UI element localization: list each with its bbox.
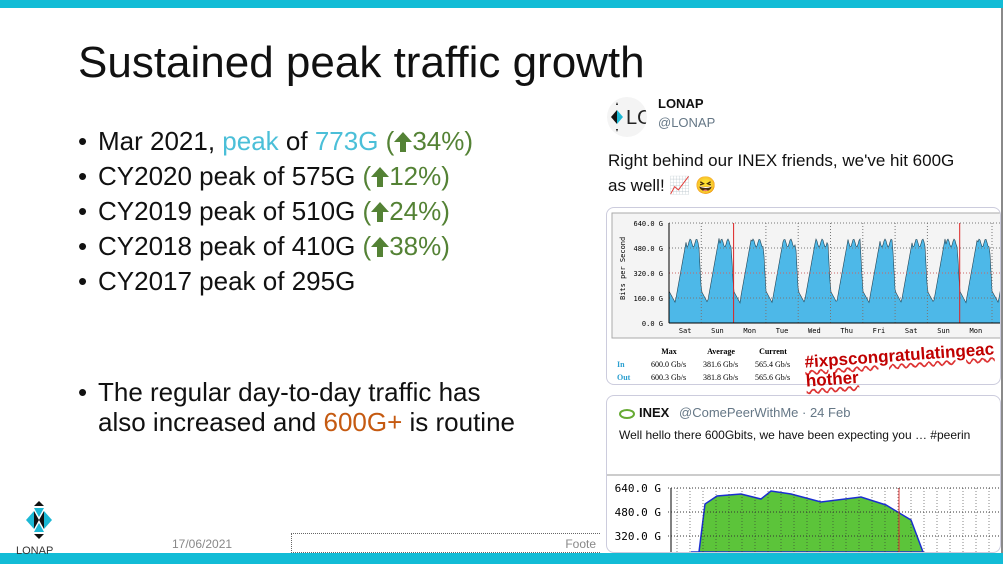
lonap-traffic-graph: 640.0 G 480.0 G 320.0 G 160.0 G 0.0 G Sat Sun M…	[606, 207, 1001, 385]
tweet-text: Right behind our INEX friends, we've hit…	[608, 151, 955, 170]
x-tick-label: Wed	[808, 327, 821, 335]
quoted-handle[interactable]: @ComePeerWithMe · 24 Feb	[679, 405, 851, 420]
stats-row-label: Out	[617, 373, 631, 382]
y-tick-label: 640.0 G	[615, 482, 661, 495]
slide-edge	[1001, 8, 1003, 553]
bullet-text: CY2020 peak of 575G	[98, 161, 363, 191]
growth-percent: 34%)	[412, 126, 474, 156]
quoted-tweet[interactable]: INEX @ComePeerWithMe · 24 Feb Well hello…	[606, 395, 1001, 553]
growth-paren: (	[362, 196, 372, 226]
x-tick-label: Sun	[937, 327, 950, 335]
stats-value: 600.3 Gb/s	[651, 373, 686, 382]
bullet-text: of	[278, 126, 315, 156]
bullet-dot: •	[78, 161, 88, 191]
x-tick-label: Sat	[679, 327, 692, 335]
up-arrow-icon	[394, 132, 413, 152]
bullet-text: CY2019 peak of 510G	[98, 196, 363, 226]
growth-percent: 24%)	[389, 196, 450, 226]
growth-paren: (	[362, 231, 372, 261]
bottom-accent-bar	[0, 553, 1003, 564]
stats-value: 565.6 Gb/s	[755, 373, 790, 382]
bullet-text: also increased and	[98, 407, 324, 437]
tweet-handle[interactable]: @LONAP	[658, 115, 716, 130]
y-tick-label: 0.0 G	[642, 320, 663, 328]
divider	[607, 474, 1000, 476]
tweet-screenshot: LO LONAP @LONAP Right behind our INEX fr…	[600, 90, 1001, 553]
bullet-dot: •	[78, 196, 88, 226]
highlight-600g: 600G+	[323, 407, 403, 437]
bullet-item: • CY2018 peak of 410G (38%)	[78, 231, 450, 261]
slide-title: Sustained peak traffic growth	[78, 38, 645, 87]
traffic-graph-svg: 640.0 G 480.0 G 320.0 G 160.0 G 0.0 G Sat Sun M…	[611, 212, 1000, 382]
traffic-area	[668, 238, 1000, 324]
stats-value: 381.6 Gb/s	[703, 360, 738, 369]
y-tick-label: 480.0 G	[633, 245, 663, 253]
lonap-logo-icon: LO	[611, 102, 647, 132]
quoted-text: Well hello there 600Gbits, we have been …	[619, 428, 971, 442]
tweet-author-name[interactable]: LONAP	[658, 96, 704, 111]
lonap-logo-icon	[26, 501, 52, 539]
up-arrow-icon	[371, 202, 390, 222]
up-arrow-icon	[371, 237, 390, 257]
x-tick-label: Sun	[711, 327, 724, 335]
bullet-text: CY2018 peak of 410G	[98, 231, 363, 261]
up-arrow-icon	[371, 167, 390, 187]
bullet-item: • Mar 2021, peak of 773G (34%)	[78, 126, 473, 156]
x-tick-label: Sat	[905, 327, 918, 335]
y-tick-label: 480.0 G	[615, 506, 661, 519]
highlight-peak: peak	[222, 126, 279, 156]
y-tick-label: 160.0 G	[633, 295, 663, 303]
growth-paren: (	[378, 126, 395, 156]
stats-value: 565.4 Gb/s	[755, 360, 790, 369]
bullet-routine: • The regular day-to-day traffic has also…	[78, 377, 515, 437]
growth-percent: 12%)	[389, 161, 450, 191]
lonap-logo: LONAP	[14, 500, 64, 557]
stats-header: Current	[759, 347, 787, 356]
stats-value: 381.8 Gb/s	[703, 373, 738, 382]
top-accent-bar	[0, 0, 1003, 8]
quoted-author-name[interactable]: INEX	[639, 405, 670, 420]
footer-text: Foote	[565, 537, 596, 551]
bullet-dot: •	[78, 231, 88, 261]
bullet-item: • CY2019 peak of 510G (24%)	[78, 196, 450, 226]
bullet-text: CY2017 peak of 295G	[98, 266, 356, 296]
inex-logo-icon	[619, 409, 635, 419]
x-tick-label: Mon	[743, 327, 756, 335]
x-tick-label: Thu	[840, 327, 853, 335]
bullet-text: Mar 2021,	[98, 126, 223, 156]
slide-date: 17/06/2021	[172, 537, 233, 551]
bullet-text: The regular day-to-day traffic has	[98, 377, 481, 407]
bullet-dot: •	[78, 377, 88, 407]
highlight-value: 773G	[314, 126, 379, 156]
bullet-item: • CY2017 peak of 295G	[78, 266, 355, 296]
y-tick-label: 320.0 G	[615, 530, 661, 543]
bullet-dot: •	[78, 266, 88, 296]
footer-placeholder[interactable]: Foote	[291, 533, 600, 553]
avatar: LO	[607, 97, 647, 137]
growth-percent: 38%)	[389, 231, 450, 261]
bullet-text: is routine	[402, 407, 516, 437]
stats-value: 600.0 Gb/s	[651, 360, 686, 369]
avatar-text: LO	[626, 107, 647, 129]
bullet-dot: •	[78, 126, 88, 156]
x-tick-label: Fri	[873, 327, 886, 335]
stats-header: Max	[661, 347, 677, 356]
inex-traffic-graph: 640.0 G 480.0 G 320.0 G	[615, 482, 1000, 552]
x-tick-label: Mon	[970, 327, 983, 335]
y-tick-label: 320.0 G	[633, 270, 663, 278]
logo-text: LONAP	[16, 545, 54, 557]
stats-row-label: In	[617, 360, 625, 369]
tweet-text: as well! 📈 😆	[608, 176, 717, 195]
x-tick-label: Tue	[776, 327, 789, 335]
y-axis-label: Bits per Second	[619, 237, 627, 300]
y-tick-label: 640.0 G	[633, 220, 663, 228]
growth-paren: (	[362, 161, 372, 191]
bullet-item: • CY2020 peak of 575G (12%)	[78, 161, 450, 191]
stats-header: Average	[707, 347, 735, 356]
